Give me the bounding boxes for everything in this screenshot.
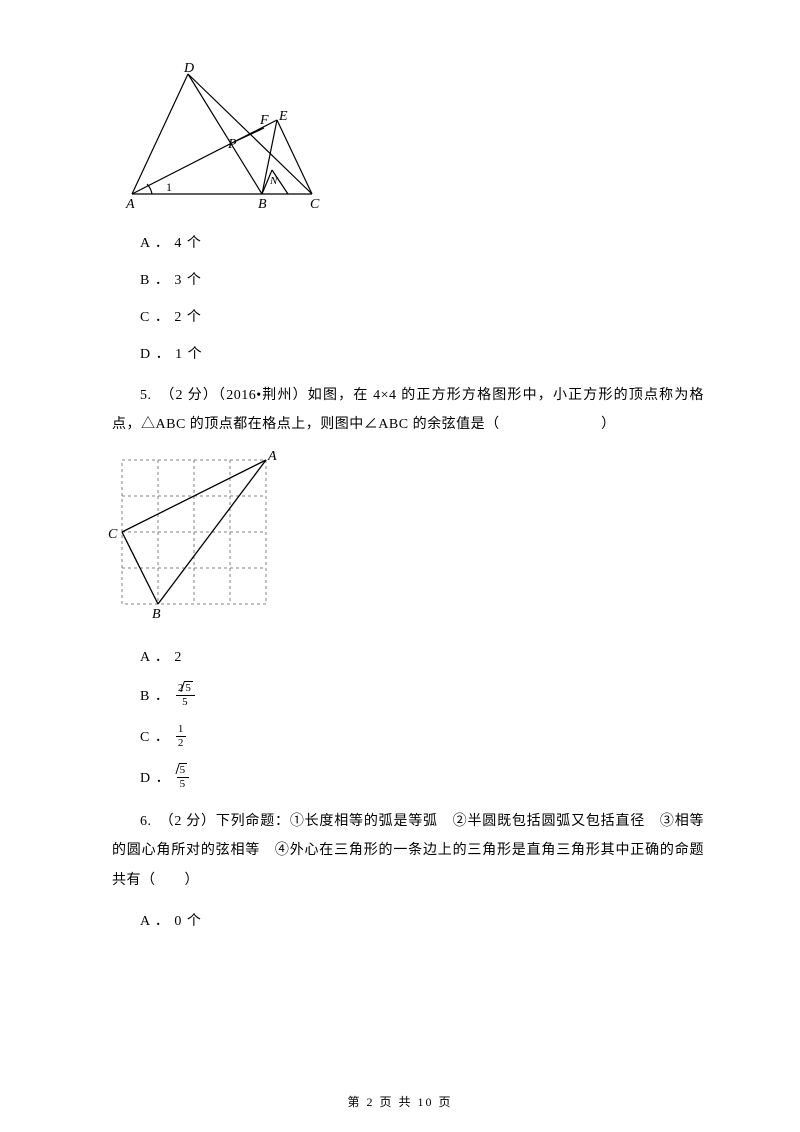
label-B: B — [258, 197, 267, 210]
q5-A-prefix: A ． — [140, 650, 170, 665]
q5-D-prefix: D ． — [140, 768, 171, 789]
page: D F E P N A B C 1 A ． 4 个 B ． 3 个 C ． 2 … — [0, 0, 800, 1132]
label-D: D — [183, 61, 194, 76]
q5-option-C: C ． 1 2 — [140, 725, 704, 750]
q6-text: 6. （2 分）下列命题：①长度相等的弧是等弧 ②半圆既包括圆弧又包括直径 ③相… — [112, 807, 704, 895]
grid-label-A: A — [267, 449, 277, 464]
q5-D-rad: 5 — [179, 763, 188, 776]
q5-option-D: D ． 5 5 — [140, 766, 704, 791]
q5-D-den: 5 — [177, 778, 190, 790]
q5-D-frac: 5 5 — [177, 765, 190, 790]
q5-A-val: 2 — [174, 650, 182, 665]
q5-figure: A B C — [104, 446, 704, 629]
label-C: C — [310, 197, 320, 210]
q5-C-num: 1 — [176, 724, 187, 737]
label-1: 1 — [166, 180, 172, 194]
q5-C-frac: 1 2 — [176, 724, 187, 749]
label-N: N — [269, 175, 278, 187]
q4-option-D: D ． 1 个 — [140, 344, 704, 365]
q4-options: A ． 4 个 B ． 3 个 C ． 2 个 D ． 1 个 — [140, 233, 704, 365]
q5-C-den: 2 — [176, 737, 187, 749]
label-E: E — [278, 109, 288, 124]
q5-C-prefix: C ． — [140, 727, 170, 748]
q5-B-frac: 25 5 — [176, 683, 195, 708]
q5-B-rad: 5 — [184, 681, 193, 694]
q4-option-A: A ． 4 个 — [140, 233, 704, 254]
q5-B-prefix: B ． — [140, 686, 170, 707]
q6-option-A: A ． 0 个 — [140, 911, 704, 932]
q4-option-C: C ． 2 个 — [140, 307, 704, 328]
q6-options: A ． 0 个 — [140, 911, 704, 932]
page-footer: 第 2 页 共 10 页 — [0, 1093, 800, 1110]
q5-options: A ． 2 B ． 25 5 C ． 1 2 D ． 5 5 — [140, 647, 704, 791]
label-P: P — [227, 137, 237, 152]
q4-figure: D F E P N A B C 1 — [112, 60, 704, 215]
q4-option-B: B ． 3 个 — [140, 270, 704, 291]
label-A: A — [125, 197, 135, 210]
grid-label-B: B — [152, 607, 161, 622]
q5-B-den: 5 — [176, 696, 195, 708]
q5-text: 5. （2 分）（2016•荆州）如图，在 4×4 的正方形方格图形中，小正方形… — [112, 381, 704, 440]
grid-label-C: C — [108, 527, 118, 542]
label-F: F — [259, 113, 269, 128]
q5-option-A: A ． 2 — [140, 647, 704, 668]
q5-option-B: B ． 25 5 — [140, 684, 704, 709]
